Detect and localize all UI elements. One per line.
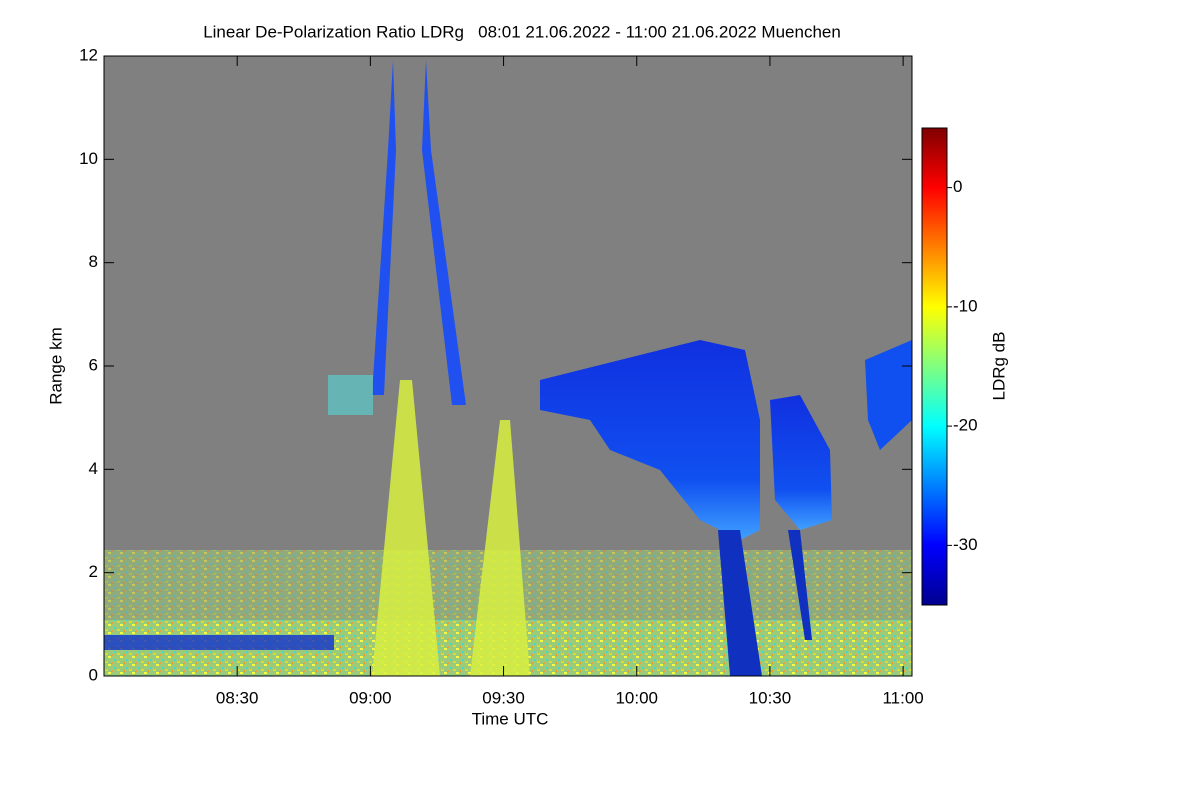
spike xyxy=(372,380,440,676)
low-blue xyxy=(104,635,334,650)
colorbar-tick-label: -30 xyxy=(953,535,978,554)
y-tick-label: 10 xyxy=(79,149,98,168)
fall-streak xyxy=(718,530,762,676)
y-tick-label: 0 xyxy=(89,665,98,684)
y-tick-label: 12 xyxy=(79,45,98,64)
trail xyxy=(372,60,396,395)
x-tick-label: 09:00 xyxy=(349,688,392,707)
x-tick-label: 09:30 xyxy=(482,688,525,707)
colorbar-tick-label: -10 xyxy=(953,296,978,315)
x-axis-label: Time UTC xyxy=(472,709,549,728)
y-axis-label: Range km xyxy=(46,327,65,404)
y-tick-label: 8 xyxy=(89,252,98,271)
y-tick-label: 4 xyxy=(89,459,98,478)
plot-area xyxy=(103,55,913,677)
y-tick-label: 6 xyxy=(89,355,98,374)
colorbar xyxy=(921,127,948,606)
x-tick-label: 10:00 xyxy=(615,688,658,707)
cloud xyxy=(540,340,760,540)
trail xyxy=(422,60,466,405)
x-tick-label: 11:00 xyxy=(882,688,923,707)
fall-streak xyxy=(788,530,812,640)
colorbar-tick-label: 0 xyxy=(953,177,962,196)
patch xyxy=(328,375,373,415)
colorbar-label: LDRg dB xyxy=(989,332,1008,401)
colorbar-tick-label: -20 xyxy=(953,416,978,435)
cloud xyxy=(865,340,912,450)
y-tick-label: 2 xyxy=(89,562,98,581)
x-tick-label: 08:30 xyxy=(216,688,259,707)
x-tick-label: 10:30 xyxy=(749,688,792,707)
spike xyxy=(470,420,530,676)
cloud xyxy=(770,395,832,530)
chart-title: Linear De-Polarization Ratio LDRg 08:01 … xyxy=(203,22,841,41)
